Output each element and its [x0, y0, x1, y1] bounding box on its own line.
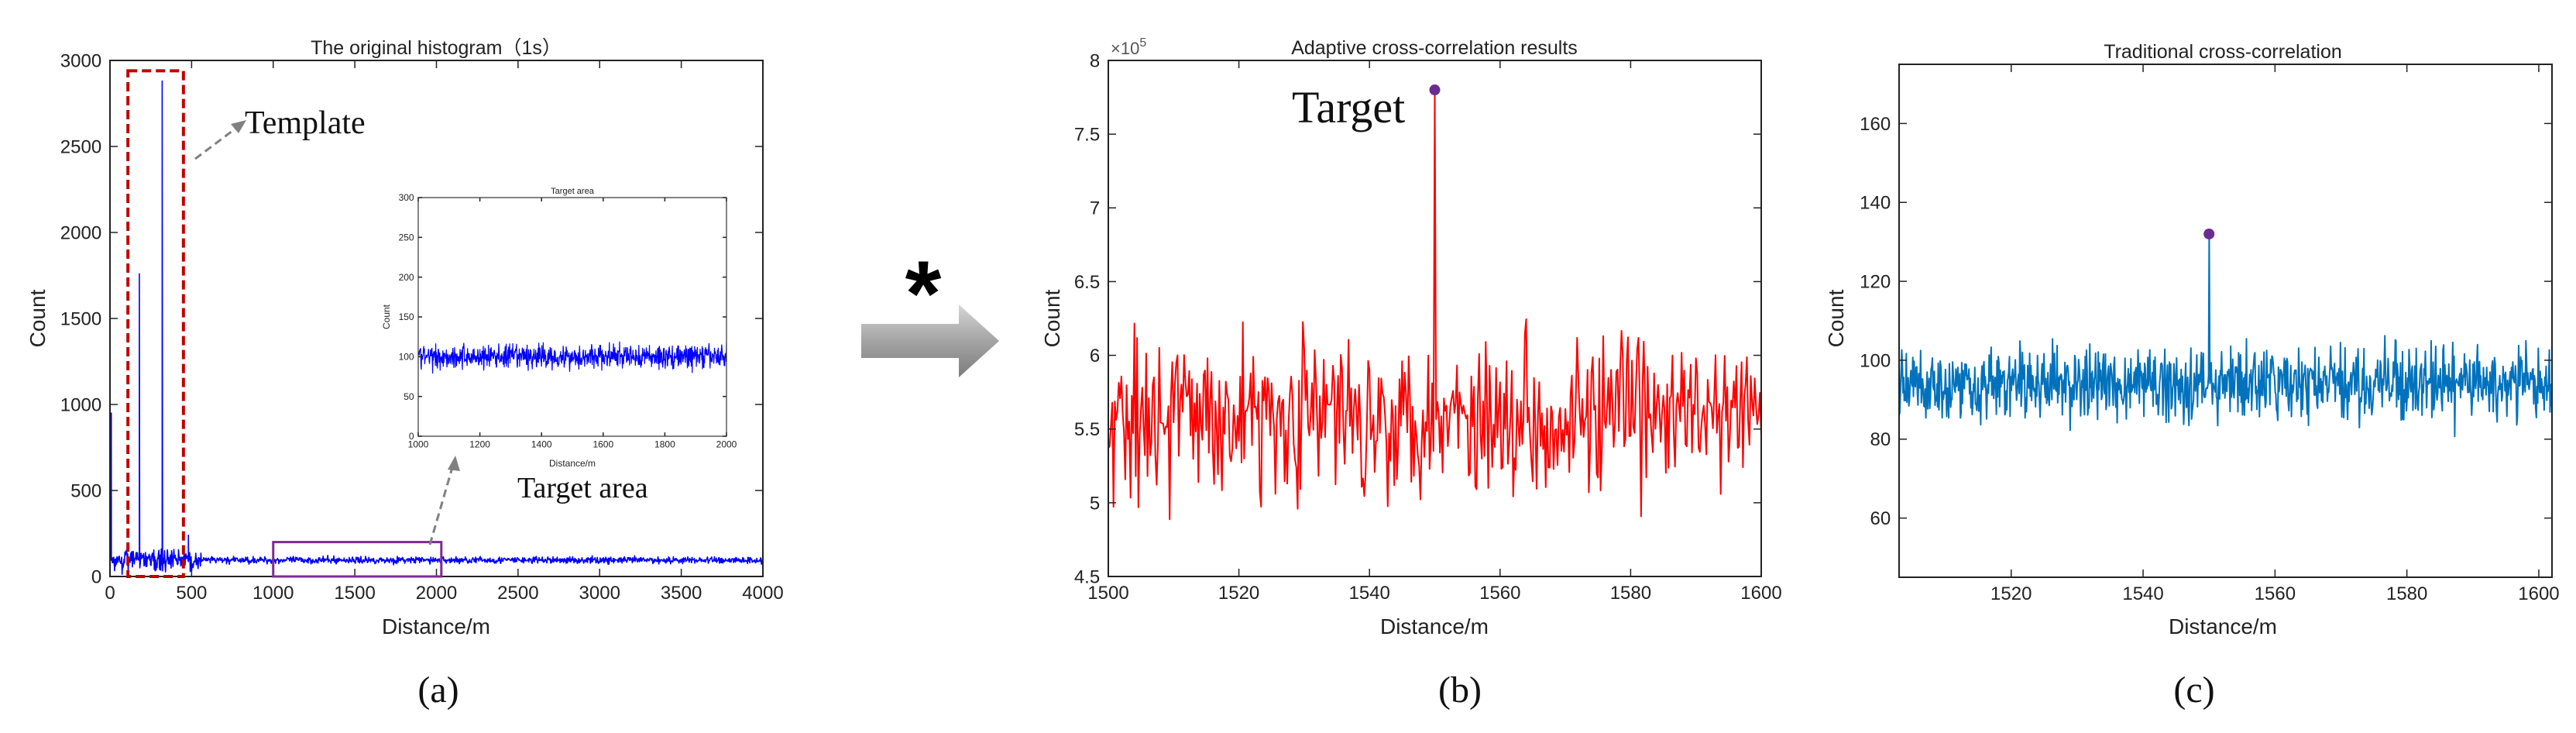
chart-c-title: Traditional cross-correlation: [2104, 41, 2342, 63]
chart-a-inset-ylabel: Count: [381, 304, 392, 329]
chart-a-inset-xtick-label: 1200: [469, 439, 490, 449]
chart-b-title: Adaptive cross-correlation results: [1291, 37, 1578, 59]
chart-c-series-line: [1899, 233, 2552, 438]
chart-c-ytick-label: 140: [1860, 193, 1891, 214]
chart-a: The original histogram（1s） 0 500 1000 1500 2…: [26, 37, 784, 638]
chart-a-xtick-label: 3500: [661, 583, 702, 604]
panel-label-c: (c): [2173, 669, 2214, 711]
chart-a-ytick-label: 2000: [60, 222, 101, 243]
big-right-arrow-icon: [861, 305, 999, 377]
chart-c-ytick-label: 60: [1870, 508, 1891, 529]
chart-c-ytick-label: 160: [1860, 114, 1891, 135]
chart-c-xtick-label: 1520: [1990, 583, 2032, 604]
chart-b-ytick-label: 7: [1090, 198, 1100, 219]
chart-a-inset-ytick-label: 0: [409, 431, 414, 442]
chart-a-inset-title: Target area: [551, 187, 595, 196]
chart-b-peak-marker: [1429, 84, 1441, 96]
panel-label-b: (b): [1438, 669, 1482, 711]
target-area-label: Target area: [517, 472, 648, 504]
chart-c-xtick-label: 1600: [2518, 583, 2559, 604]
chart-a-inset-series-line: [418, 341, 726, 374]
chart-b-xtick-label: 1600: [1740, 583, 1781, 604]
chart-b-ytick-label: 5.5: [1074, 419, 1100, 440]
chart-b-ticks: 1500 1520 1540 1560 1580 1600 4.5 5 5.5 6 6.5 7 7.5 8: [1074, 50, 1782, 603]
chart-a-inset-xtick-label: 1400: [531, 439, 552, 449]
chart-c-peak-marker: [2203, 228, 2215, 239]
chart-a-series-line-path: [110, 80, 763, 576]
chart-c-plot-frame: [1898, 64, 2553, 578]
chart-b-ytick-label: 8: [1090, 50, 1100, 71]
chart-b-xtick-label: 1540: [1349, 583, 1390, 604]
chart-a-xtick-label: 4000: [742, 583, 783, 604]
chart-b-ytick-label: 7.5: [1074, 125, 1100, 146]
chart-c-xtick-label: 1560: [2255, 583, 2296, 604]
chart-a-inset-ytick-label: 200: [399, 272, 414, 283]
chart-a-xtick-label: 3000: [579, 583, 620, 604]
chart-a-inset-background: [418, 198, 726, 436]
chart-b-ytick-label: 6: [1090, 346, 1100, 366]
chart-c-ylabel: Count: [1824, 289, 1848, 347]
chart-a-series-line: [110, 80, 763, 576]
chart-a-xtick-label: 2500: [497, 583, 538, 604]
chart-a-inset-xtick-label: 2000: [716, 439, 737, 449]
chart-c-xtick-label: 1540: [2122, 583, 2163, 604]
chart-c-ytick-label: 100: [1860, 350, 1891, 371]
chart-a-xtick-label: 0: [105, 583, 115, 604]
template-annotation-arrow: [194, 120, 246, 160]
chart-b-y-exponent: ×105: [1111, 36, 1146, 58]
chart-a-inset-ytick-label: 300: [399, 192, 414, 203]
chart-a-inset-xtick-label: 1000: [408, 439, 429, 449]
chart-b-ylabel: Count: [1040, 289, 1064, 347]
chart-a-ytick-label: 500: [70, 480, 101, 501]
target-label: Target: [1292, 82, 1405, 132]
chart-c: Traditional cross-correlation 1520 1540 15…: [1824, 41, 2560, 638]
chart-a-inset-ytick-label: 150: [399, 311, 414, 322]
chart-a-title: The original histogram（1s）: [311, 37, 562, 59]
chart-b-ytick-label: 5: [1090, 493, 1100, 514]
chart-a-ylabel: Count: [26, 289, 50, 347]
chart-a-inset-ytick-label: 100: [399, 352, 414, 363]
chart-c-ticks: 1520 1540 1560 1580 1600 60 80 100 120 140 160: [1860, 64, 2560, 604]
chart-a-ytick-label: 1500: [60, 308, 101, 329]
chart-a-ytick-label: 1000: [60, 394, 101, 415]
chart-a-inset: Target area 1000 1200 1400 1600 1800 20000501…: [381, 187, 737, 469]
chart-c-ytick-label: 120: [1860, 271, 1891, 292]
chart-a-inset-ticks: 1000 1200 1400 1600 1800 2000 0 50 100 150 200 250 3…: [399, 192, 737, 449]
chart-c-xtick-label: 1580: [2386, 583, 2427, 604]
chart-a-ytick-label: 0: [91, 566, 101, 587]
chart-b-xlabel: Distance/m: [1380, 614, 1489, 638]
chart-a-xtick-label: 2000: [416, 583, 457, 604]
chart-b-plot-frame: [1108, 60, 1762, 577]
chart-a-ytick-label: 3000: [60, 50, 101, 71]
target-region-box: [272, 541, 443, 578]
chart-a-xtick-label: 1000: [252, 583, 294, 604]
chart-a-xtick-label: 500: [176, 583, 207, 604]
chart-b-ytick-label: 4.5: [1074, 566, 1100, 587]
chart-a-inset-ytick-label: 50: [404, 391, 414, 402]
chart-c-xlabel: Distance/m: [2169, 614, 2277, 638]
chart-a-inset-ytick-label: 250: [399, 232, 414, 243]
chart-b-ytick-label: 6.5: [1074, 272, 1100, 293]
chart-b-xtick-label: 1520: [1218, 583, 1259, 604]
chart-a-inset-xtick-label: 1800: [654, 439, 675, 449]
target-area-annotation-arrow: [428, 456, 460, 545]
chart-b-series-line: [1108, 89, 1761, 521]
template-label: Template: [245, 105, 366, 141]
chart-a-inset-xtick-label: 1600: [592, 439, 613, 449]
chart-a-xtick-label: 1500: [334, 583, 375, 604]
chart-c-ytick-label: 80: [1870, 429, 1891, 450]
chart-a-ticks: 0 500 1000 1500 2000 2500 3000 3500 400005001000…: [60, 50, 784, 603]
chart-a-ytick-label: 2500: [60, 136, 101, 157]
chart-a-xlabel: Distance/m: [382, 614, 490, 638]
chart-a-inset-xlabel: Distance/m: [549, 458, 596, 469]
chart-b-xtick-label: 1560: [1479, 583, 1520, 604]
chart-b: Adaptive cross-correlation results 1500 1…: [1040, 36, 1782, 638]
template-region-box: [126, 69, 185, 578]
chart-b-xtick-label: 1500: [1087, 583, 1128, 604]
panel-label-a: (a): [417, 669, 459, 711]
chart-b-xtick-label: 1580: [1610, 583, 1651, 604]
